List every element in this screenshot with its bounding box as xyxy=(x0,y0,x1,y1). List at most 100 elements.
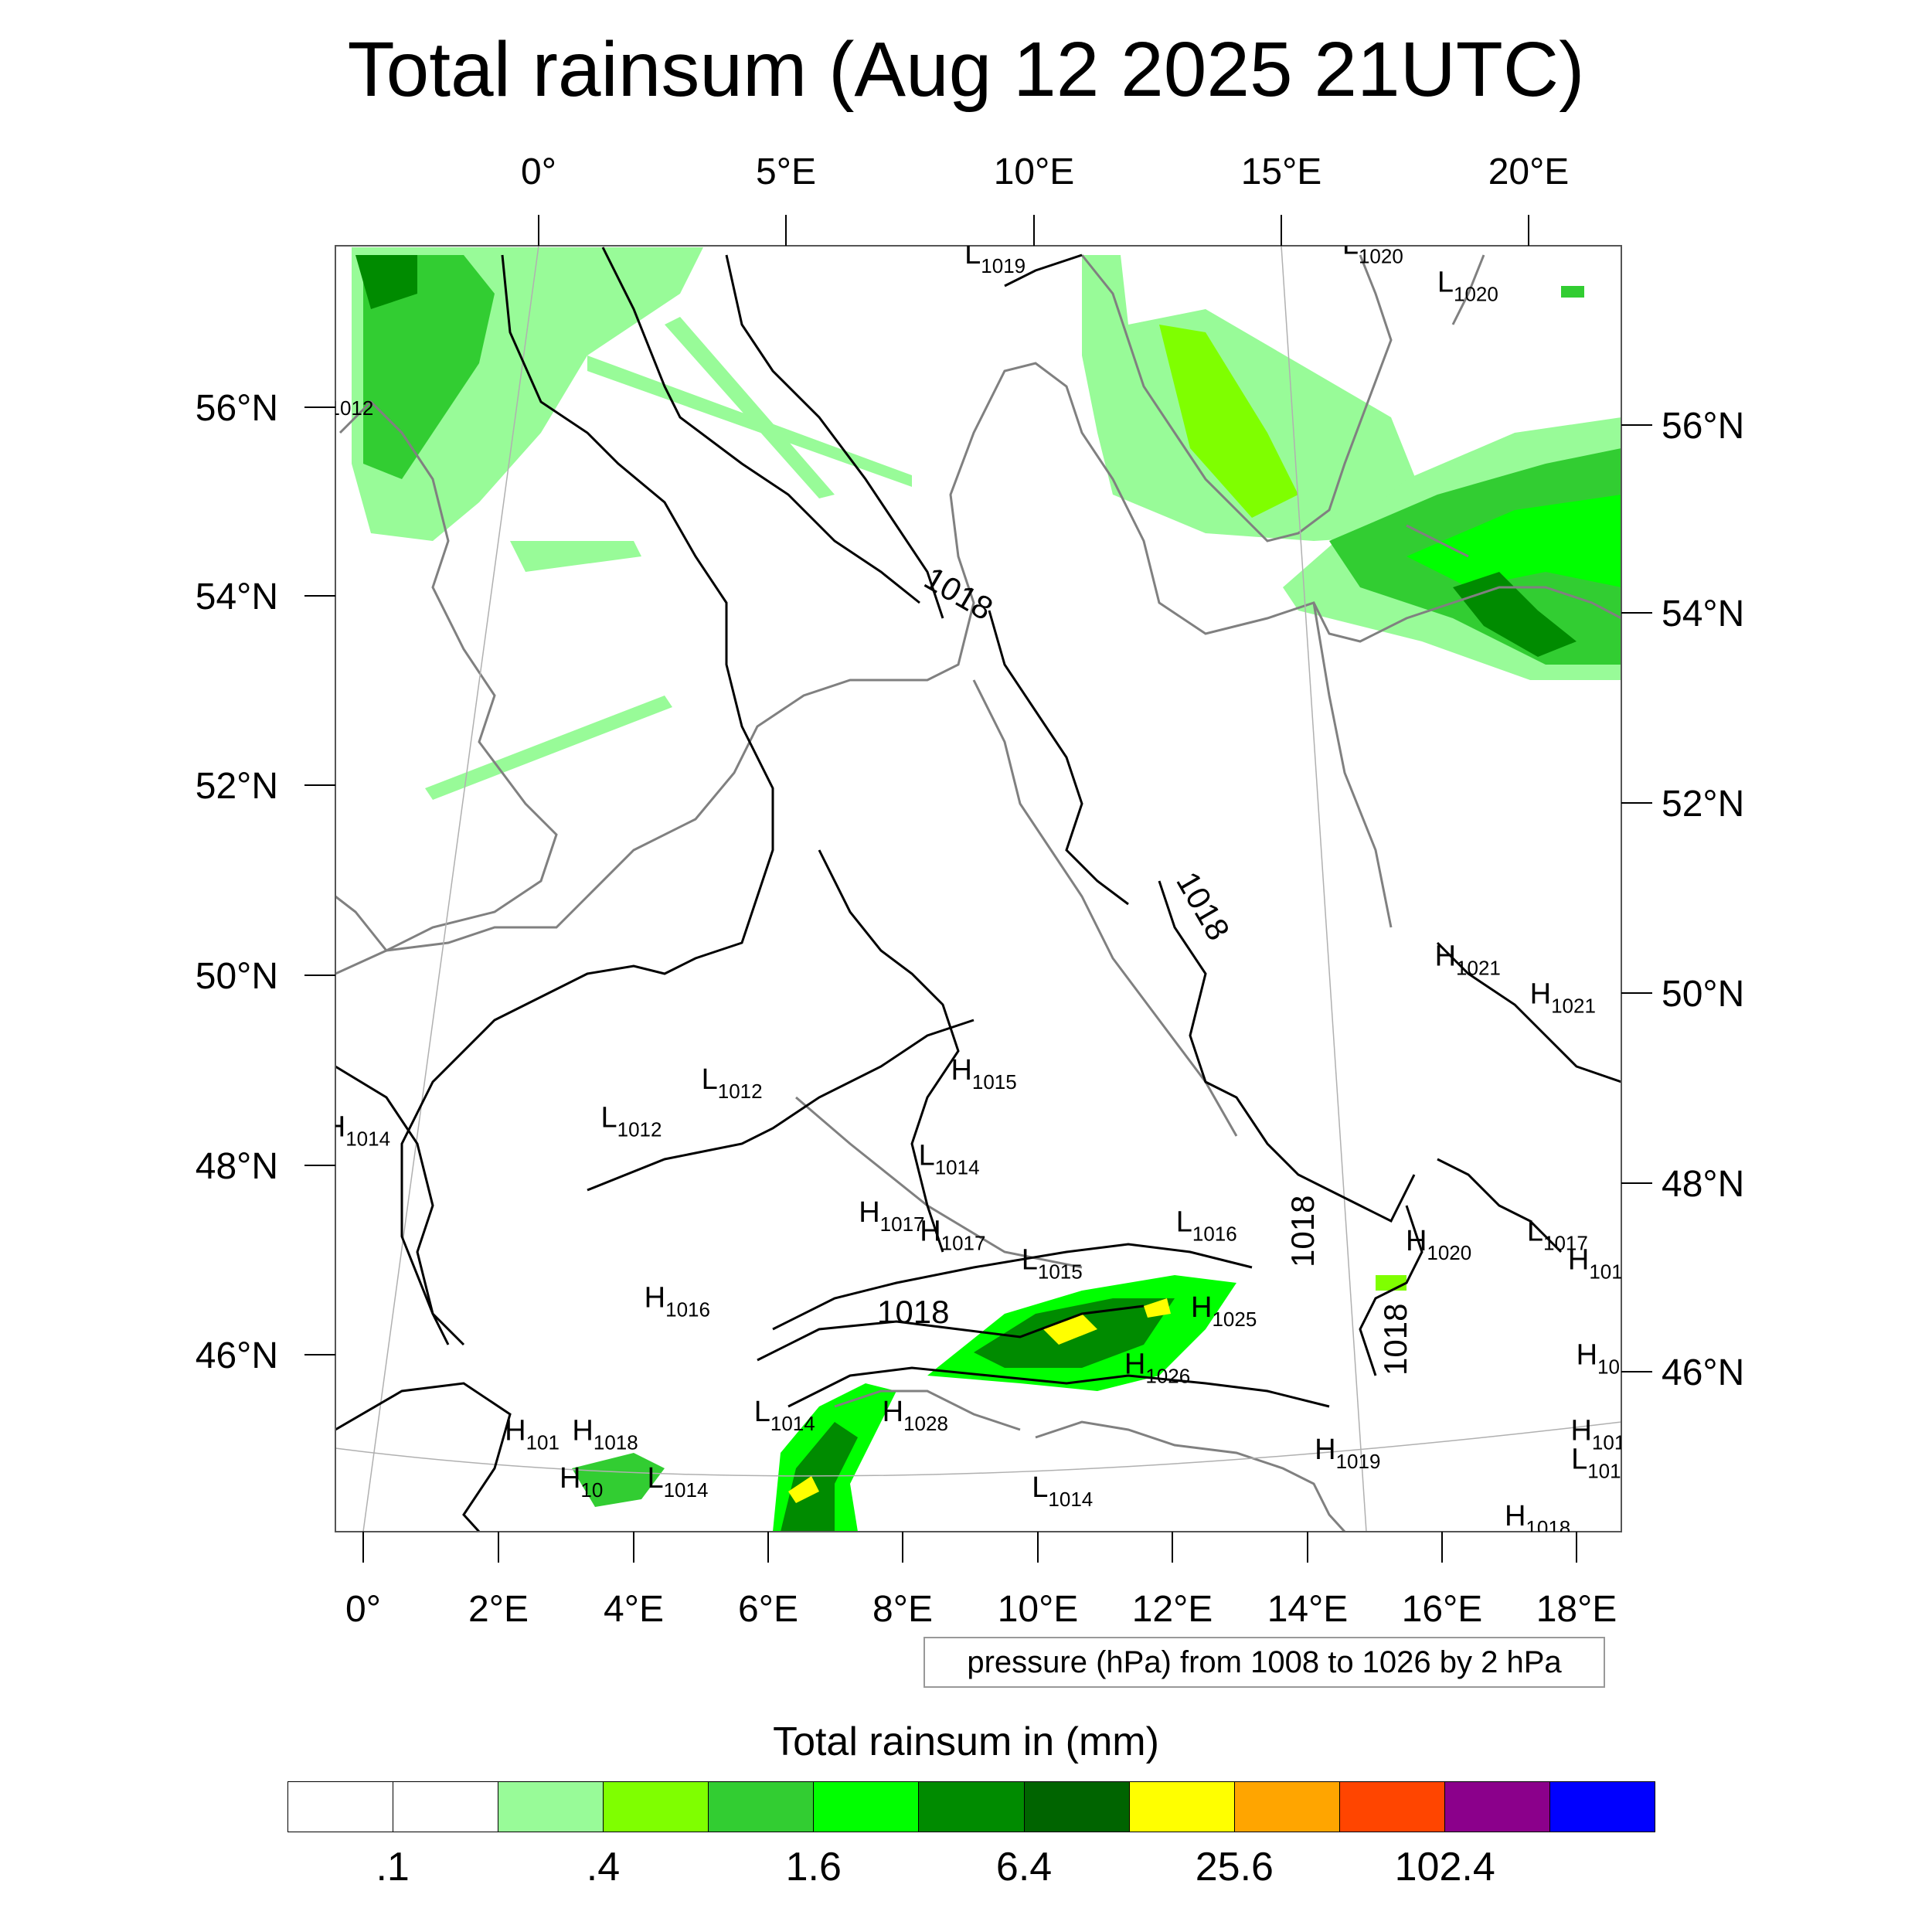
contour-label-north: 1018 xyxy=(918,560,998,627)
left-label-52n: 52°N xyxy=(196,766,278,807)
pressure-center-high-10: H1021 xyxy=(1530,978,1596,1018)
rain-area-provence xyxy=(572,1453,665,1507)
plot-frame xyxy=(335,245,1622,1532)
top-label-0: 0° xyxy=(521,151,556,192)
colorbar-box-11 xyxy=(1444,1782,1550,1832)
isobar-6 xyxy=(1158,880,1416,1223)
pressure-center-high-28: H1028 xyxy=(883,1396,948,1435)
pressure-center-high-29: H101 xyxy=(505,1415,560,1454)
contour-label-east-1: 1018 xyxy=(1284,1196,1321,1267)
pressure-contours xyxy=(335,247,1621,1532)
rain-area-alps-west-core xyxy=(781,1422,858,1532)
bottom-label-8e: 8°E xyxy=(872,1589,933,1630)
rain-area-baltic-core-2 xyxy=(1406,495,1621,587)
pressure-center-high-37: H1018 xyxy=(1505,1500,1570,1539)
top-label-20e: 20°E xyxy=(1488,151,1570,192)
isobar-east-1 xyxy=(1436,941,1621,1083)
colorbar-label-0: .1 xyxy=(376,1845,410,1889)
coastline-scandinavia xyxy=(1080,254,1393,543)
right-label-46n: 46°N xyxy=(1662,1352,1744,1393)
colorbar-box-0 xyxy=(288,1782,394,1832)
isobar-5 xyxy=(818,849,960,1253)
colorbar-box-3 xyxy=(604,1782,709,1832)
border-lines xyxy=(795,602,1393,1269)
right-label-54n: 54°N xyxy=(1662,594,1744,634)
bottom-label-10e: 10°E xyxy=(998,1589,1079,1630)
right-label-52n: 52°N xyxy=(1662,784,1744,825)
isobar-1 xyxy=(400,254,774,1345)
colorbar-box-12 xyxy=(1549,1782,1655,1832)
isobar-2 xyxy=(601,247,920,604)
isobar-8 xyxy=(335,1065,465,1346)
left-ticks xyxy=(304,406,335,1355)
pressure-center-high-23: H1016 xyxy=(645,1282,710,1321)
bottom-label-12e: 12°E xyxy=(1132,1589,1213,1630)
right-label-56n: 56°N xyxy=(1662,406,1744,447)
pressure-center-high-3: H1021 xyxy=(1762,304,1828,344)
pressure-center-low-2: L1020 xyxy=(1437,267,1498,306)
rain-area-hungary xyxy=(1376,1275,1406,1291)
bottom-label-0: 0° xyxy=(345,1589,381,1630)
rain-streak-4 xyxy=(425,696,672,800)
pressure-center-high-12: H1015 xyxy=(951,1054,1016,1094)
colorbar-box-8 xyxy=(1129,1782,1235,1832)
pressure-center-markers: L1019L1020L1020H1021L1012H1022L1008HH10H… xyxy=(312,229,1897,1539)
right-label-48n: 48°N xyxy=(1662,1164,1744,1205)
pressure-center-low-33: L1016 xyxy=(1571,1443,1632,1482)
top-ticks xyxy=(538,215,1529,246)
bottom-label-6e: 6°E xyxy=(738,1589,798,1630)
isobar-7 xyxy=(1004,253,1083,287)
pressure-center-high-32: H1019 xyxy=(1315,1434,1380,1473)
colorbar xyxy=(287,1781,1655,1832)
isobar-alps-3 xyxy=(787,1366,1330,1408)
pressure-center-high-24: H1025 xyxy=(1191,1291,1257,1331)
pressure-center-high-9: H1021 xyxy=(1435,940,1501,980)
pressure-center-low-18: L1016 xyxy=(1176,1206,1237,1245)
rain-area-scandinavia-core xyxy=(1159,325,1298,518)
rain-area-alps-yellow-3 xyxy=(1144,1298,1171,1318)
colorbar-box-4 xyxy=(709,1782,815,1832)
precipitation-field xyxy=(352,247,1621,1532)
pressure-center-high-19: H1020 xyxy=(1406,1225,1471,1264)
coastline-adriatic xyxy=(1035,1420,1346,1532)
coastline-ligurian xyxy=(834,1389,1021,1431)
bottom-label-4e: 4°E xyxy=(604,1589,664,1630)
pressure-center-low-36: L1014 xyxy=(1032,1471,1093,1511)
colorbar-box-9 xyxy=(1234,1782,1340,1832)
chart-title: Total rainsum (Aug 12 2025 21UTC) xyxy=(347,26,1585,113)
colorbar-label-4: 25.6 xyxy=(1195,1845,1274,1889)
pressure-center-low-4: L1012 xyxy=(312,380,373,420)
colorbar-label-3: 6.4 xyxy=(995,1845,1053,1889)
pressure-center-high-13: H1014 xyxy=(325,1111,390,1151)
pressure-center-high-30: H1018 xyxy=(572,1415,638,1454)
pressure-center-high-26: H10 xyxy=(1577,1338,1620,1378)
pressure-center-high-7: H xyxy=(1876,693,1897,726)
left-label-50n: 50°N xyxy=(196,956,278,997)
isobar-alps-1 xyxy=(772,1243,1253,1331)
meridian-0 xyxy=(362,246,539,1532)
rain-area-north-sea-core-2 xyxy=(355,255,417,309)
pressure-center-high-22: H1019 xyxy=(1568,1243,1634,1283)
colorbar-box-6 xyxy=(919,1782,1025,1832)
meridian-15e xyxy=(1281,246,1367,1532)
left-label-54n: 54°N xyxy=(196,577,278,617)
colorbar-box-5 xyxy=(814,1782,920,1832)
pressure-center-low-1: L1020 xyxy=(1342,229,1403,268)
colorbar-box-10 xyxy=(1339,1782,1445,1832)
pressure-center-low-35: L1014 xyxy=(647,1462,708,1502)
top-label-10e: 10°E xyxy=(994,151,1075,192)
left-label-56n: 56°N xyxy=(196,388,278,429)
contour-label-east-2: 1018 xyxy=(1377,1304,1413,1376)
rain-streak-2 xyxy=(665,317,835,498)
coastline-baltic xyxy=(1406,254,1485,558)
isobar-9 xyxy=(587,1019,975,1192)
pressure-center-low-14: L1012 xyxy=(600,1101,662,1141)
isobar-east-2 xyxy=(1437,1158,1563,1253)
pressure-center-low-27: L1014 xyxy=(754,1396,815,1435)
isobar-3 xyxy=(725,254,944,619)
top-label-15e: 15°E xyxy=(1241,151,1322,192)
rain-streak-3 xyxy=(510,541,641,572)
pressure-center-low-15: L1014 xyxy=(919,1139,980,1179)
pressure-center-high-34: H10 xyxy=(560,1462,603,1502)
